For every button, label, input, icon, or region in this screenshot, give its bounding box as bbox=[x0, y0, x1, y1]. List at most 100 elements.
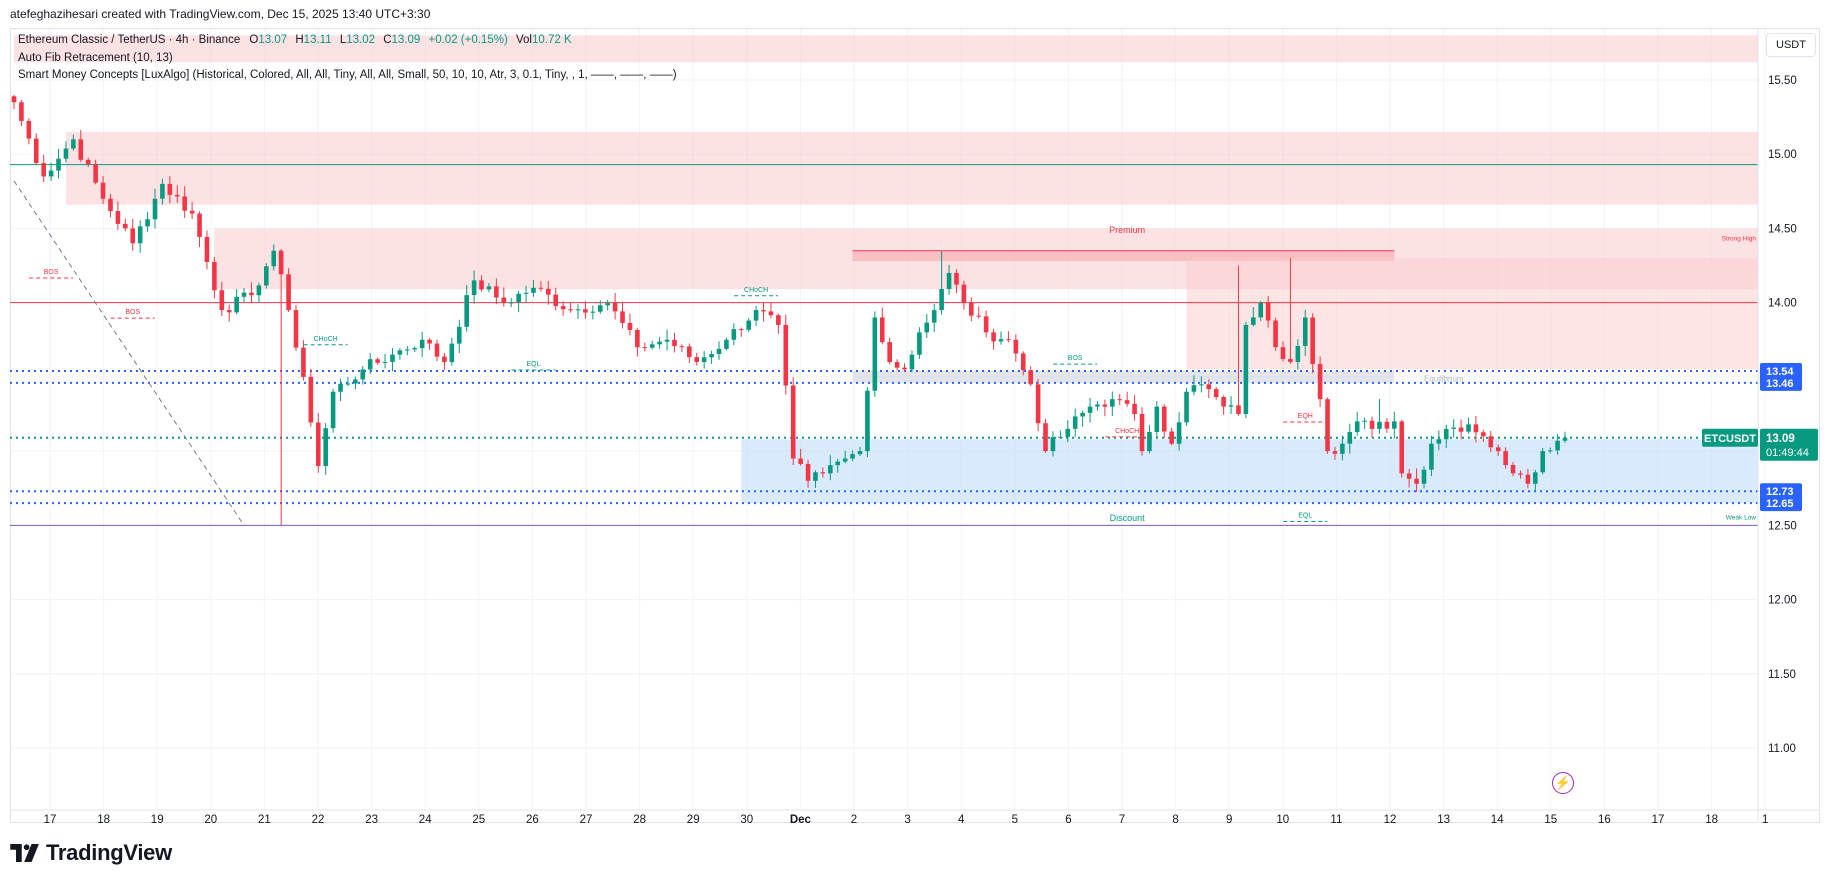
candle-body bbox=[271, 250, 277, 267]
candle-body bbox=[85, 159, 91, 164]
candle-body bbox=[568, 309, 573, 311]
candle-body bbox=[909, 354, 915, 370]
candle-body bbox=[412, 348, 418, 350]
candle-body bbox=[1377, 421, 1382, 429]
candle-body bbox=[93, 163, 98, 183]
candle-body bbox=[531, 287, 536, 293]
candle-body bbox=[419, 339, 425, 349]
candle-body bbox=[78, 139, 84, 160]
candle-body bbox=[731, 329, 737, 340]
x-tick-label: 18 bbox=[97, 814, 110, 826]
candle-body bbox=[1429, 443, 1434, 470]
candle-body bbox=[1228, 405, 1234, 407]
x-tick-label: 6 bbox=[1065, 814, 1071, 826]
candle-body bbox=[1258, 302, 1264, 318]
weak-low-label: Weak Low bbox=[1726, 514, 1757, 521]
candle-body bbox=[1547, 450, 1553, 452]
last-price-badge bbox=[1760, 428, 1818, 461]
y-tick-label: 11.50 bbox=[1768, 669, 1796, 681]
candle-body bbox=[998, 339, 1004, 342]
chart-frame[interactable] bbox=[10, 28, 1820, 823]
x-tick-label: 24 bbox=[419, 814, 432, 826]
x-tick-label: 9 bbox=[1226, 814, 1232, 826]
candle-body bbox=[1058, 436, 1063, 438]
candle-body bbox=[11, 96, 17, 103]
x-tick-label: 26 bbox=[526, 814, 539, 826]
x-tick-label: 22 bbox=[312, 814, 325, 826]
x-tick-label: 25 bbox=[472, 814, 485, 826]
indicator-smc-title[interactable]: Smart Money Concepts [LuxAlgo] (Historic… bbox=[18, 69, 677, 81]
candle-body bbox=[375, 359, 380, 363]
x-tick-label: 30 bbox=[740, 814, 753, 826]
lightning-icon[interactable]: ⚡ bbox=[1552, 772, 1574, 794]
candle-body bbox=[835, 461, 841, 466]
candle-body bbox=[642, 347, 648, 349]
candle-body bbox=[820, 472, 826, 474]
candle-body bbox=[857, 451, 863, 455]
y-tick-label: 11.00 bbox=[1768, 743, 1796, 755]
y-tick-label: 14.50 bbox=[1768, 223, 1797, 235]
candle-body bbox=[746, 320, 751, 330]
candle-body bbox=[1362, 420, 1367, 422]
candle-body bbox=[508, 302, 514, 304]
structure-label-bos: BOS bbox=[125, 309, 140, 316]
candle-body bbox=[738, 329, 744, 331]
candle-body bbox=[1481, 432, 1486, 437]
candle-body bbox=[1006, 339, 1011, 341]
equilibrium-label: Equilibrium bbox=[1424, 374, 1464, 383]
candle-body bbox=[56, 158, 61, 171]
candle-body bbox=[798, 458, 803, 464]
candle-body bbox=[26, 120, 32, 139]
candle-body bbox=[1176, 422, 1182, 444]
x-tick-label: 5 bbox=[1012, 814, 1018, 826]
candle-body bbox=[219, 290, 225, 311]
x-tick-label: 17 bbox=[1652, 814, 1665, 826]
candle-body bbox=[1325, 399, 1330, 452]
candle-body bbox=[961, 284, 967, 303]
tradingview-logo[interactable]: TradingView bbox=[10, 840, 172, 866]
x-tick-label: 17 bbox=[44, 814, 57, 826]
candle-body bbox=[323, 428, 328, 466]
candle-body bbox=[1295, 345, 1301, 363]
currency-button[interactable]: USDT bbox=[1766, 33, 1816, 57]
candle-body bbox=[627, 322, 633, 330]
candle-body bbox=[152, 198, 158, 220]
ohlc-close: 13.09 bbox=[391, 34, 421, 46]
ohlc-high: 13.11 bbox=[303, 34, 332, 46]
candle-body bbox=[954, 272, 959, 285]
candle-body bbox=[197, 213, 202, 237]
candle-body bbox=[902, 367, 907, 370]
indicator-fib-title[interactable]: Auto Fib Retracement (10, 13) bbox=[18, 52, 173, 64]
x-tick-label: 23 bbox=[365, 814, 378, 826]
candle-body bbox=[1473, 424, 1479, 433]
candle-body bbox=[397, 350, 403, 355]
structure-label-eql: EQL bbox=[526, 361, 540, 368]
candle-body bbox=[48, 170, 54, 177]
ohlc-open: 13.07 bbox=[258, 34, 288, 46]
structure-label-bos: BOS bbox=[1068, 355, 1083, 362]
candle-body bbox=[1280, 347, 1286, 360]
candle-body bbox=[991, 332, 996, 342]
candle-body bbox=[479, 280, 484, 290]
candle-body bbox=[761, 310, 766, 312]
candle-body bbox=[813, 472, 818, 481]
price-badge bbox=[1760, 495, 1802, 512]
symbol-badge bbox=[1702, 428, 1758, 447]
candle-body bbox=[1406, 473, 1412, 479]
y-tick-label: 12.50 bbox=[1768, 520, 1797, 532]
candle-body bbox=[776, 315, 781, 325]
candle-body bbox=[1169, 431, 1174, 444]
symbol-description[interactable]: Ethereum Classic / TetherUS · 4h · Binan… bbox=[18, 34, 241, 46]
candle-body bbox=[160, 183, 165, 199]
candle-body bbox=[1354, 421, 1360, 433]
candle-body bbox=[1035, 384, 1041, 424]
candle-body bbox=[360, 369, 366, 380]
candle-body bbox=[367, 359, 373, 370]
x-tick-label: 8 bbox=[1172, 814, 1178, 826]
x-tick-label: 14 bbox=[1491, 814, 1504, 826]
zone-premium_box bbox=[852, 250, 1395, 262]
candle-body bbox=[842, 458, 848, 462]
x-tick-label: 11 bbox=[1330, 814, 1342, 826]
candle-body bbox=[1347, 432, 1353, 444]
